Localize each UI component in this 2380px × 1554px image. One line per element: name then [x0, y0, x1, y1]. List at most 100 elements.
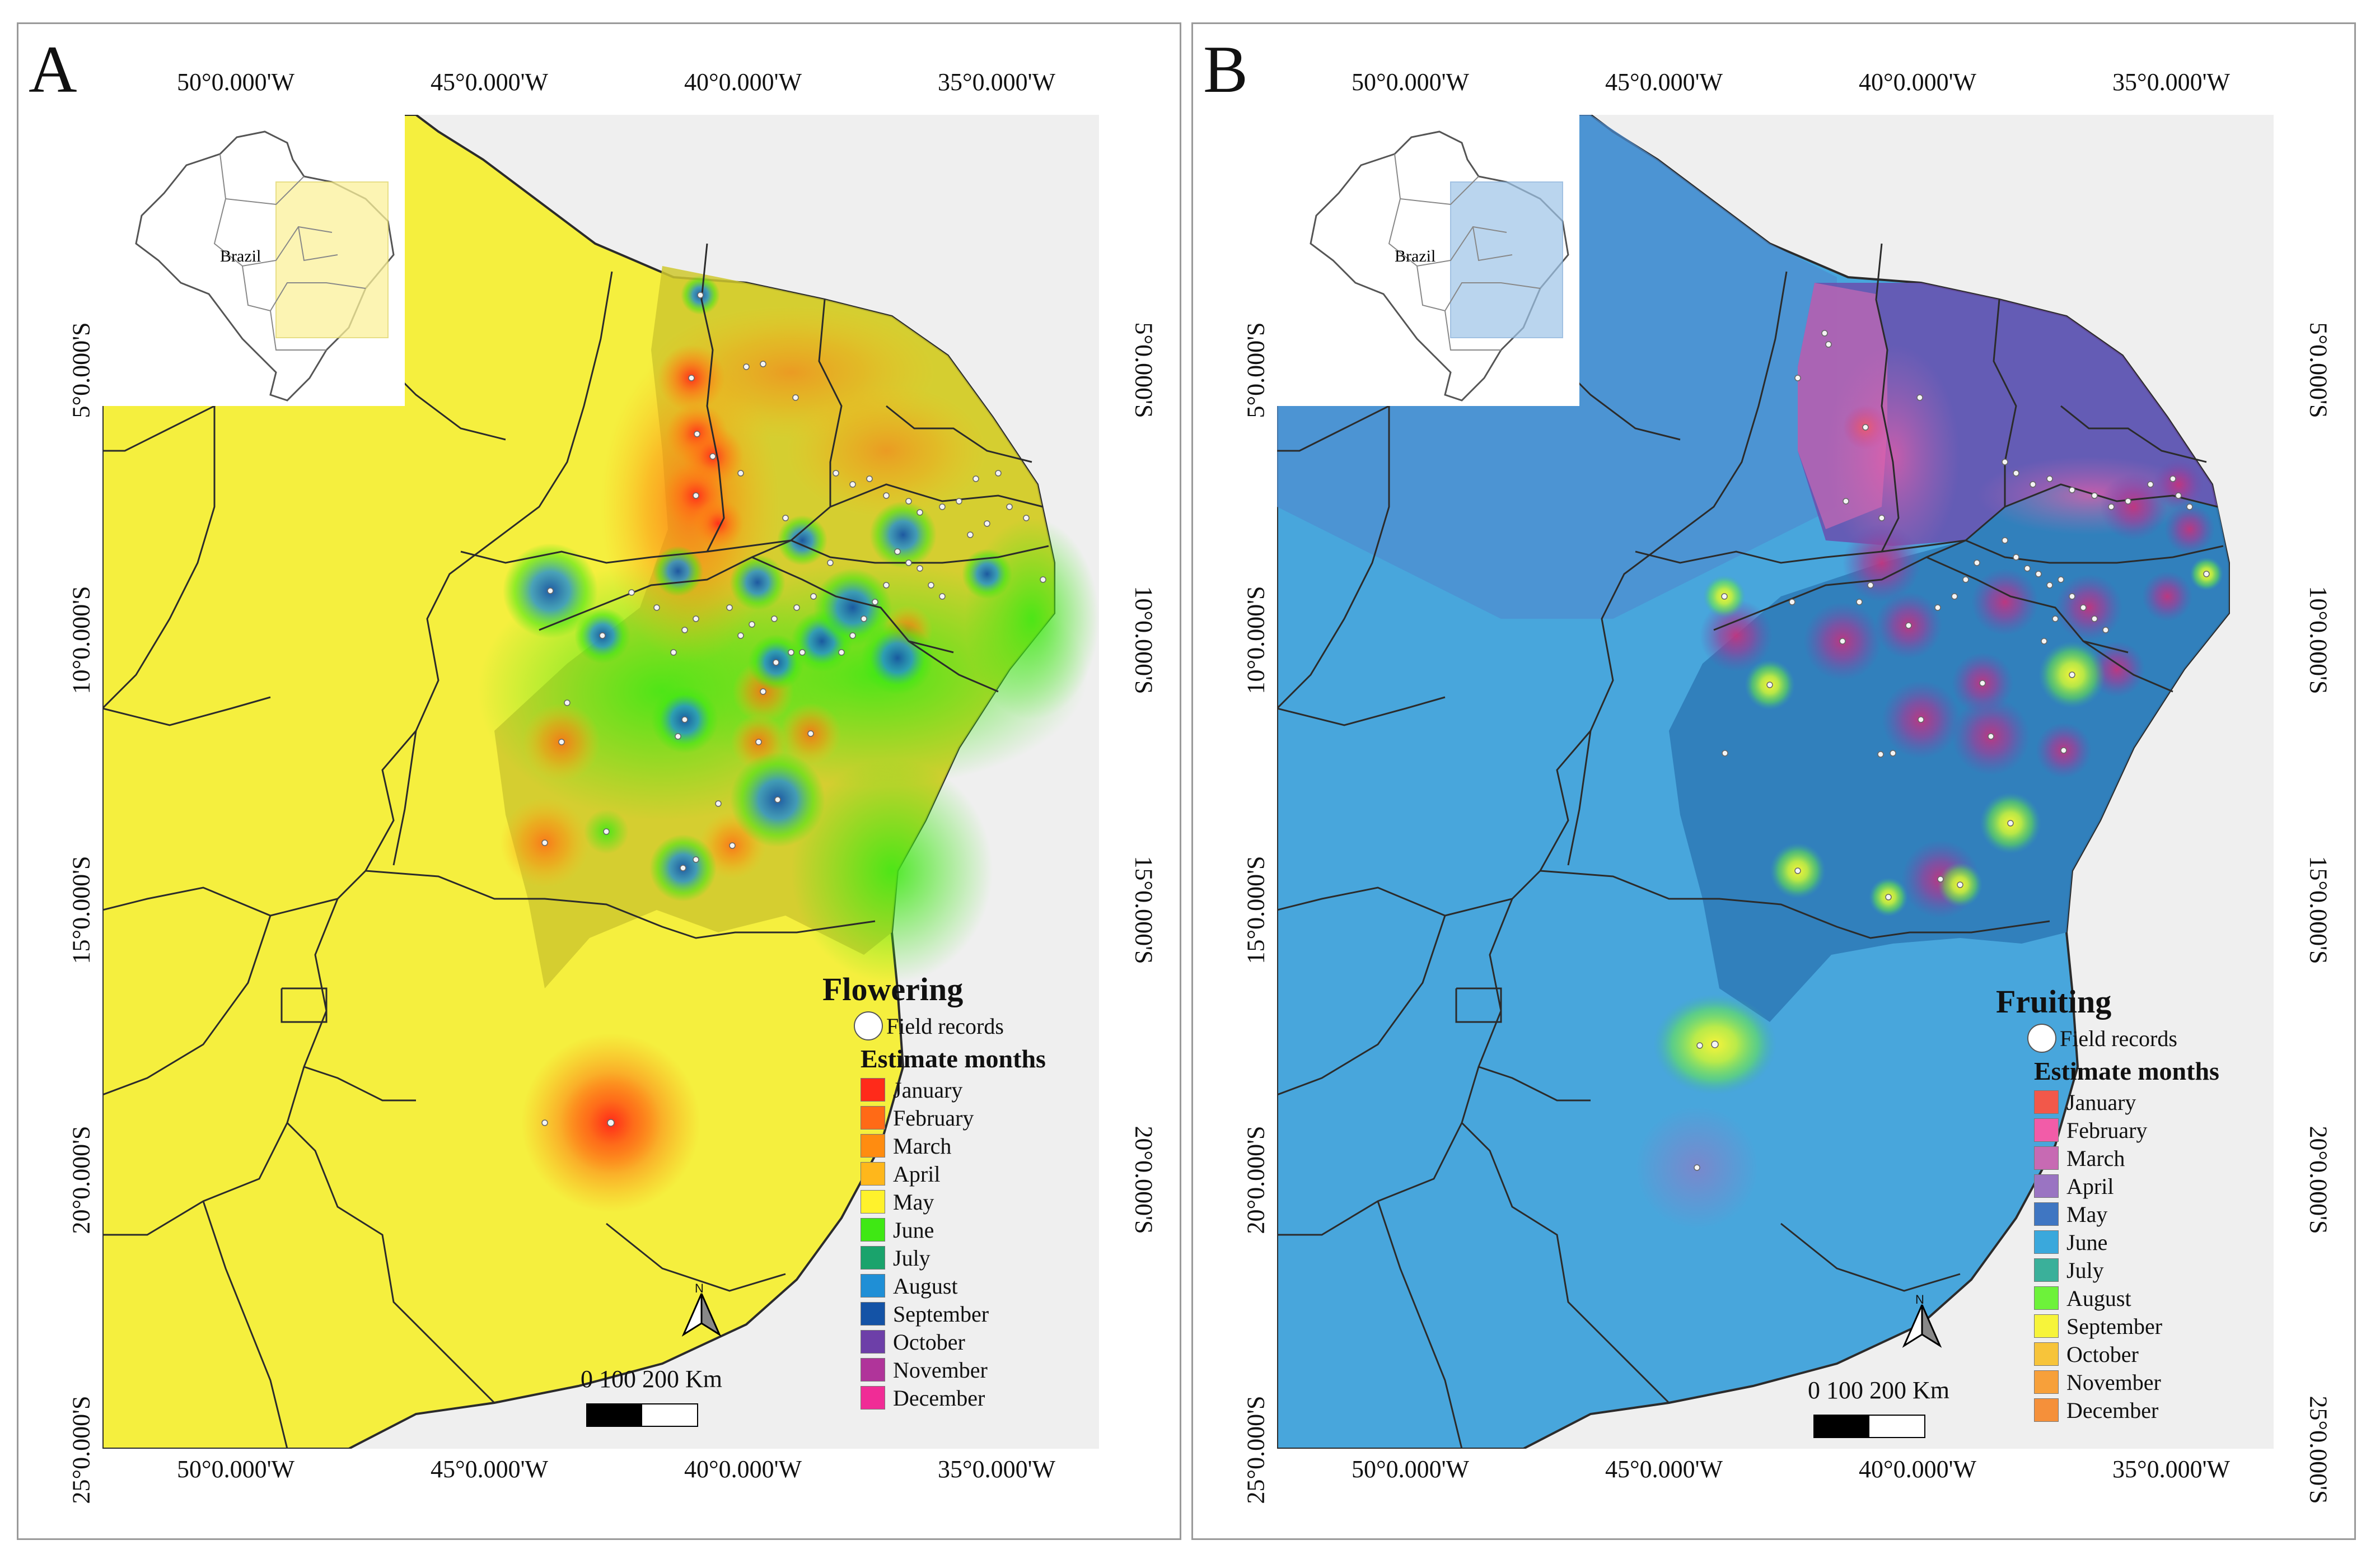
scale-label: 0 100 200 Km	[581, 1365, 722, 1393]
scale-bar-graphic	[1813, 1415, 1925, 1438]
lon-label-bottom: 50°0.000'W	[176, 1455, 295, 1483]
lon-label-top: 40°0.000'W	[684, 68, 802, 96]
legend-color-swatch	[861, 1218, 885, 1242]
lat-label-left: 15°0.000'S	[67, 856, 95, 964]
scale-bar: 0 100 200 Km	[1808, 1376, 1949, 1438]
fruiting-map-canvas: Brazil	[1277, 115, 2274, 1449]
legend-color-swatch	[2034, 1286, 2059, 1310]
heat-spot	[869, 501, 937, 568]
legend-month-label: February	[2066, 1117, 2148, 1143]
legend-month-item: November	[2034, 1368, 2219, 1396]
heat-spot	[2142, 571, 2192, 622]
north-arrow: N	[679, 1281, 724, 1340]
estimate-months-header: Estimate months	[2034, 1057, 2219, 1085]
lon-label-top: 35°0.000'W	[937, 68, 1056, 96]
legend-color-swatch	[2034, 1342, 2059, 1366]
legend-color-swatch	[861, 1246, 885, 1270]
heat-spot	[813, 568, 892, 647]
inset-country-label: Brazil	[1395, 247, 1436, 265]
lat-label-right: 10°0.000'S	[2304, 586, 2332, 694]
legend: Fruiting Field records Estimate months J…	[1996, 983, 2219, 1424]
lat-label-right: 20°0.000'S	[1130, 1126, 1158, 1234]
lat-label-right: 15°0.000'S	[1130, 856, 1158, 964]
legend-month-label: June	[893, 1217, 934, 1243]
field-records-legend: Field records	[2027, 1024, 2219, 1053]
heat-spot	[2055, 574, 2122, 641]
north-arrow-icon	[1902, 1304, 1942, 1348]
legend-month-label: January	[893, 1077, 963, 1103]
legend-month-item: April	[861, 1160, 1046, 1188]
field-records	[541, 292, 1046, 1127]
panel-letter: A	[29, 32, 77, 106]
legend-month-label: August	[2066, 1285, 2131, 1311]
legend-color-swatch	[2034, 1118, 2059, 1142]
lon-label-bottom: 35°0.000'W	[937, 1455, 1056, 1483]
field-record-symbol	[2027, 1024, 2056, 1053]
legend-color-swatch	[2034, 1174, 2059, 1198]
legend-color-swatch	[2034, 1398, 2059, 1422]
lat-label-right: 10°0.000'S	[1130, 586, 1158, 694]
legend-month-label: July	[893, 1245, 931, 1271]
legend-month-item: January	[2034, 1088, 2219, 1116]
heat-spot	[962, 549, 1012, 599]
lat-label-left: 20°0.000'S	[67, 1126, 95, 1234]
heat-spot	[2164, 504, 2215, 554]
legend-color-swatch	[861, 1162, 885, 1186]
lat-label-left: 25°0.000'S	[67, 1396, 95, 1504]
lon-label-bottom: 35°0.000'W	[2112, 1455, 2231, 1483]
legend-month-item: February	[861, 1104, 1046, 1132]
legend-title: Fruiting	[1996, 983, 2112, 1020]
heat-spot	[693, 498, 744, 549]
legend-month-item: August	[861, 1272, 1046, 1300]
legend-month-item: March	[2034, 1144, 2219, 1172]
lon-label-top: 40°0.000'W	[1858, 68, 1977, 96]
heat-spot	[1700, 599, 1773, 672]
legend-month-item: December	[861, 1384, 1046, 1412]
lon-label-bottom: 40°0.000'W	[684, 1455, 802, 1483]
heat-zone	[1826, 344, 1960, 568]
legend-color-swatch	[861, 1330, 885, 1354]
heat-zone	[785, 384, 987, 518]
lat-label-left: 20°0.000'S	[1242, 1126, 1270, 1234]
legend-month-item: September	[2034, 1312, 2219, 1340]
legend-month-item: August	[2034, 1284, 2219, 1312]
legend-month-label: May	[893, 1189, 934, 1215]
north-label: N	[1915, 1292, 1924, 1306]
month-list: January February March April May June July Augu…	[1996, 1088, 2219, 1424]
legend-month-label: March	[893, 1133, 952, 1159]
north-label: N	[695, 1281, 704, 1295]
legend-color-swatch	[861, 1190, 885, 1214]
flowering-map: Brazil	[102, 115, 1099, 1449]
inset-country-label: Brazil	[220, 247, 261, 265]
legend-month-item: January	[861, 1076, 1046, 1104]
legend-month-item: May	[2034, 1200, 2219, 1228]
lat-label-right: 15°0.000'S	[2304, 856, 2332, 964]
lon-label-top: 45°0.000'W	[430, 68, 549, 96]
legend-month-label: February	[893, 1105, 974, 1131]
lon-label-bottom: 45°0.000'W	[1605, 1455, 1723, 1483]
lon-label-top: 50°0.000'W	[176, 68, 295, 96]
scale-label: 0 100 200 Km	[1808, 1376, 1949, 1404]
legend-month-label: November	[2066, 1369, 2161, 1395]
lon-label-bottom: 40°0.000'W	[1858, 1455, 1977, 1483]
legend-month-label: May	[2066, 1201, 2108, 1227]
panel-flowering: A 50°0.000'W 45°0.000'W 40°0.000'W 35°0.…	[17, 22, 1181, 1540]
lat-label-left: 10°0.000'S	[67, 586, 95, 694]
lat-label-left: 10°0.000'S	[1242, 586, 1270, 694]
field-records	[1694, 330, 2210, 1171]
legend-month-label: November	[893, 1357, 988, 1383]
legend-month-label: October	[2066, 1341, 2139, 1367]
field-records-label: Field records	[886, 1013, 1004, 1039]
legend-color-swatch	[2034, 1370, 2059, 1394]
legend-month-label: October	[893, 1329, 965, 1355]
legend-color-swatch	[2034, 1090, 2059, 1114]
field-record-symbol	[854, 1011, 883, 1040]
legend-month-item: July	[861, 1244, 1046, 1272]
north-arrow-icon	[681, 1293, 722, 1337]
legend-color-swatch	[2034, 1314, 2059, 1338]
lat-label-right: 20°0.000'S	[2304, 1126, 2332, 1234]
legend-month-item: October	[861, 1328, 1046, 1356]
estimate-months-header: Estimate months	[861, 1044, 1046, 1073]
legend-month-item: September	[861, 1300, 1046, 1328]
legend-color-swatch	[861, 1274, 885, 1298]
